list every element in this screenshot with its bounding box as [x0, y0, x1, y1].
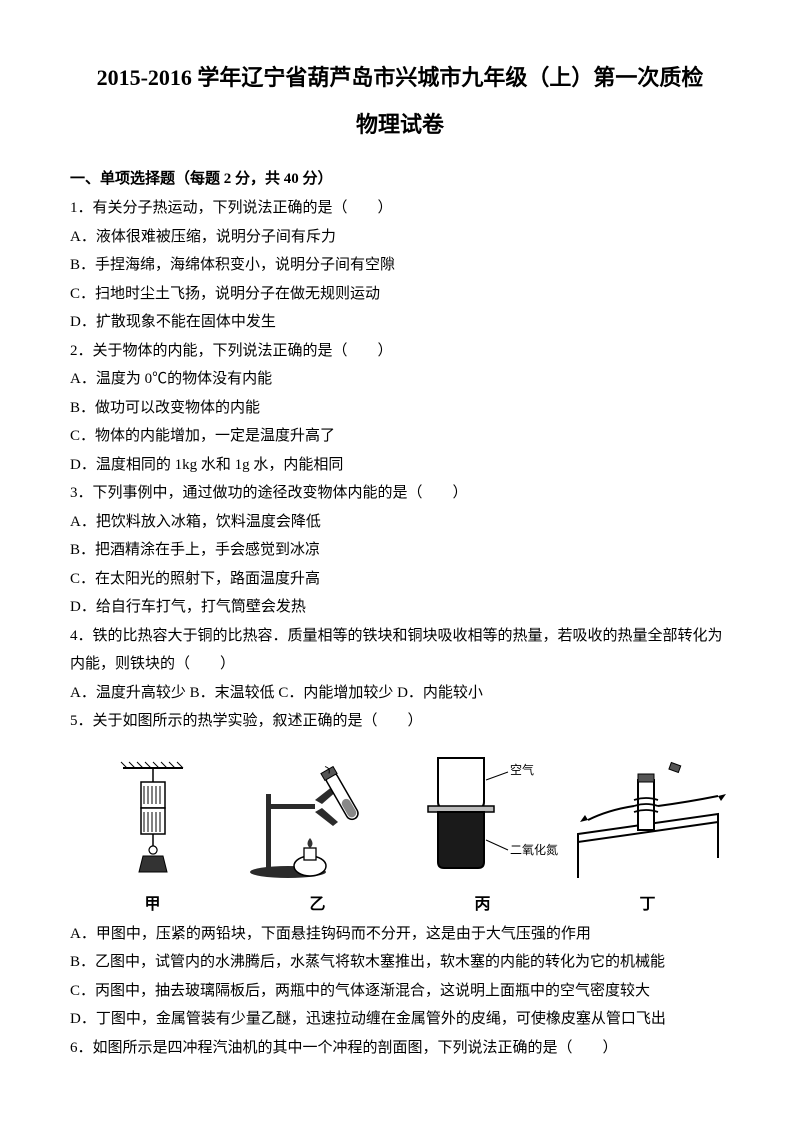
q1-opt-b: B．手捏海绵，海绵体积变小，说明分子间有空隙: [70, 251, 730, 280]
figure-bing-label-bottom: 二氧化氮: [510, 842, 558, 857]
page-subtitle: 物理试卷: [70, 107, 730, 139]
figure-bing-svg: 空气 二氧化氮: [398, 750, 568, 880]
q5-stem: 5．关于如图所示的热学实验，叙述正确的是（ ）: [70, 707, 730, 736]
figure-jia-svg: [113, 760, 193, 880]
q1-opt-d: D．扩散现象不能在固体中发生: [70, 308, 730, 337]
figure-bing: 空气 二氧化氮 丙: [408, 750, 558, 914]
figure-jia-label: 甲: [144, 890, 160, 914]
figure-ding-svg: [568, 760, 728, 880]
figure-ding-label: 丁: [639, 890, 655, 914]
page-title: 2015-2016 学年辽宁省葫芦岛市兴城市九年级（上）第一次质检: [70, 60, 730, 95]
figure-bing-label-top: 空气: [510, 762, 534, 777]
q3-opt-a: A．把饮料放入冰箱，饮料温度会降低: [70, 508, 730, 537]
q5-opt-d: D．丁图中，金属管装有少量乙醚，迅速拉动缠在金属管外的皮绳，可使橡皮塞从管口飞出: [70, 1005, 730, 1034]
figure-yi-label: 乙: [309, 890, 325, 914]
q2-opt-b: B．做功可以改变物体的内能: [70, 394, 730, 423]
q1-opt-a: A．液体很难被压缩，说明分子间有斥力: [70, 223, 730, 252]
q3-opt-c: C．在太阳光的照射下，路面温度升高: [70, 565, 730, 594]
q1-opt-c: C．扫地时尘土飞扬，说明分子在做无规则运动: [70, 280, 730, 309]
q2-stem: 2．关于物体的内能，下列说法正确的是（ ）: [70, 337, 730, 366]
q4-stem: 4．铁的比热容大于铜的比热容．质量相等的铁块和铜块吸收相等的热量，若吸收的热量全…: [70, 622, 730, 679]
q5-figures: 甲: [70, 750, 730, 914]
section-1-header: 一、单项选择题（每题 2 分，共 40 分）: [70, 167, 730, 188]
q3-opt-d: D．给自行车打气，打气筒壁会发热: [70, 593, 730, 622]
figure-yi: 乙: [243, 760, 393, 914]
q2-opt-a: A．温度为 0℃的物体没有内能: [70, 365, 730, 394]
q5-opt-a: A．甲图中，压紧的两铅块，下面悬挂钩码而不分开，这是由于大气压强的作用: [70, 920, 730, 949]
q5-opt-c: C．丙图中，抽去玻璃隔板后，两瓶中的气体逐渐混合，这说明上面瓶中的空气密度较大: [70, 977, 730, 1006]
q6-stem: 6．如图所示是四冲程汽油机的其中一个冲程的剖面图，下列说法正确的是（ ）: [70, 1034, 730, 1063]
figure-bing-label: 丙: [474, 890, 490, 914]
q2-opt-d: D．温度相同的 1kg 水和 1g 水，内能相同: [70, 451, 730, 480]
q1-stem: 1．有关分子热运动，下列说法正确的是（ ）: [70, 194, 730, 223]
q3-stem: 3．下列事例中，通过做功的途径改变物体内能的是（ ）: [70, 479, 730, 508]
q3-opt-b: B．把酒精涂在手上，手会感觉到冰凉: [70, 536, 730, 565]
q5-opt-b: B．乙图中，试管内的水沸腾后，水蒸气将软木塞推出，软木塞的内能的转化为它的机械能: [70, 948, 730, 977]
figure-yi-svg: [238, 760, 398, 880]
q4-opts: A．温度升高较少 B．末温较低 C．内能增加较少 D．内能较小: [70, 679, 730, 708]
figure-ding: 丁: [573, 760, 723, 914]
q2-opt-c: C．物体的内能增加，一定是温度升高了: [70, 422, 730, 451]
figure-jia: 甲: [78, 760, 228, 914]
